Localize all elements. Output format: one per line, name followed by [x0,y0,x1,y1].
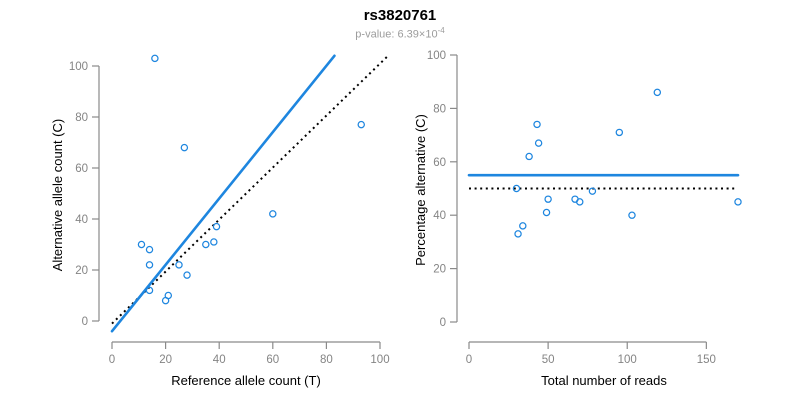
left-plot-x-axis-label: Reference allele count (T) [171,373,321,388]
data-point [164,291,173,300]
y-tick-label: 20 [433,264,446,276]
x-tick-label: 0 [109,354,115,366]
data-point [180,143,189,152]
right-plot-y-axis-label: Percentage alternative (C) [413,114,428,266]
data-point [576,198,584,206]
data-point [544,195,552,203]
y-tick-label: 60 [433,157,446,169]
y-tick-label: 20 [75,265,88,277]
figure-subtitle: p-value: 6.39×10-4 [0,26,800,41]
y-tick-label: 100 [69,61,88,73]
x-tick-label: 80 [320,354,333,366]
data-point [525,152,533,161]
x-tick-label: 150 [697,354,716,366]
y-tick-label: 100 [427,50,446,62]
data-point [653,88,662,97]
data-point [145,286,154,295]
data-point [137,240,146,249]
x-tick-label: 100 [618,354,637,366]
fitted-ratio-line [110,54,336,333]
data-point [212,222,221,231]
data-point [357,120,365,129]
data-point [519,222,527,230]
data-point [534,139,543,147]
data-point [145,245,154,254]
data-point [615,128,624,137]
y-tick-label: 0 [440,317,446,329]
data-point [514,230,522,238]
data-point [175,261,183,269]
x-tick-label: 60 [266,354,279,366]
data-point [533,120,541,129]
data-point [269,210,277,218]
left-plot-y-axis-label: Alternative allele count (C) [50,118,65,272]
data-point [210,238,218,246]
data-point [734,198,742,206]
x-tick-label: 0 [466,354,472,366]
data-point [588,187,597,195]
figure-title: rs3820761 [363,7,437,24]
data-point [202,240,210,249]
pvalue-exponent: -4 [437,26,445,35]
data-point [183,271,191,279]
data-point [512,184,521,193]
y-tick-label: 80 [433,103,446,115]
y-tick-label: 0 [82,316,88,328]
y-tick-label: 60 [75,163,88,175]
data-point [151,54,159,63]
x-tick-label: 100 [370,354,389,366]
x-tick-label: 40 [213,354,226,366]
identity-dotted-line [111,55,389,325]
y-tick-label: 40 [433,210,446,222]
right-plot-x-axis-label: Total number of reads [541,373,667,388]
data-point [542,208,551,217]
y-tick-label: 80 [75,112,88,124]
pvalue-text: p-value: 6.39×10 [355,28,438,41]
y-tick-label: 40 [75,214,88,226]
data-point [628,211,636,219]
x-tick-label: 50 [542,354,555,366]
data-point [145,261,154,269]
x-tick-label: 20 [159,354,172,366]
